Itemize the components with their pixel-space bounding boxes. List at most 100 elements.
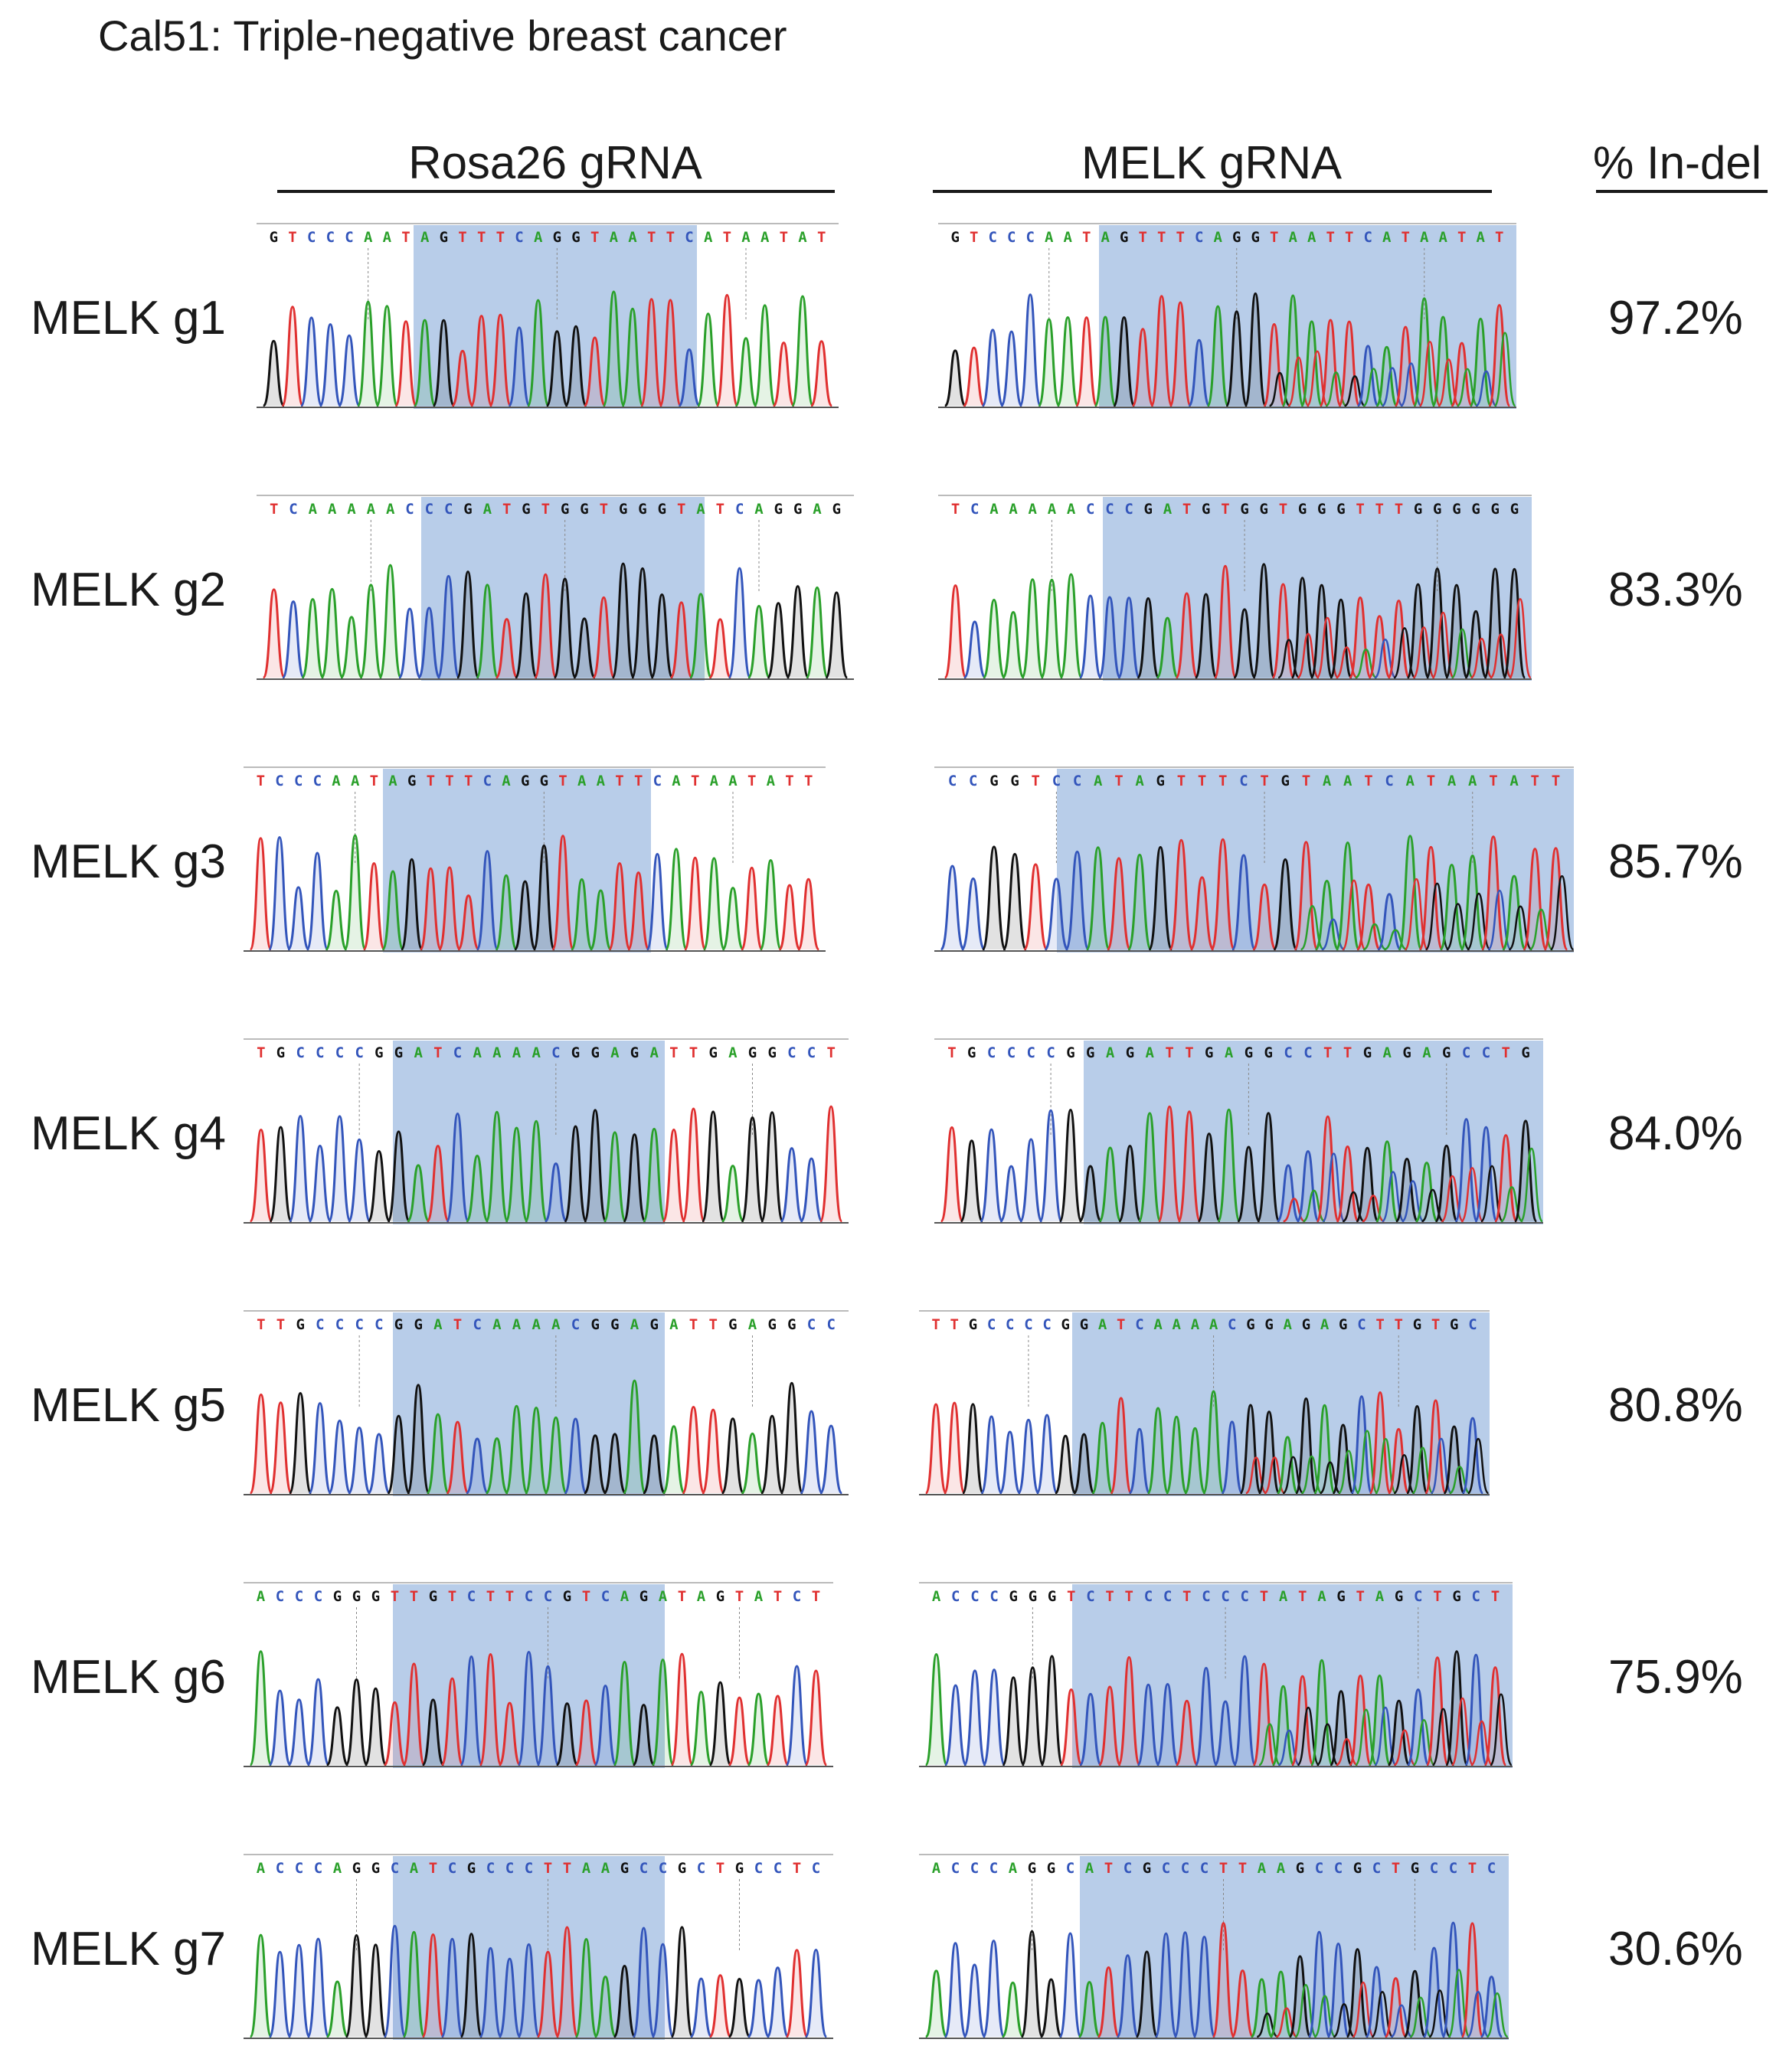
base-call: G bbox=[1246, 1316, 1254, 1333]
trace-peak bbox=[1116, 1954, 1140, 2038]
trace-peak bbox=[688, 593, 713, 679]
trace-peak bbox=[1288, 1955, 1312, 2038]
trace-peak bbox=[1348, 1674, 1372, 1766]
base-call: C bbox=[505, 1860, 514, 1877]
trace-peak bbox=[1175, 1699, 1199, 1766]
base-call: T bbox=[785, 773, 793, 789]
base-call: G bbox=[1298, 501, 1307, 518]
trace-peak bbox=[1296, 1150, 1320, 1223]
base-call: C bbox=[1315, 1860, 1323, 1877]
trace-peak bbox=[1150, 295, 1173, 407]
base-call: G bbox=[1144, 501, 1153, 518]
base-call: C bbox=[951, 1860, 960, 1877]
base-call: A bbox=[531, 1044, 541, 1061]
trace-peak bbox=[345, 1678, 368, 1766]
trace-peak bbox=[1097, 1146, 1123, 1223]
base-call: A bbox=[630, 1316, 639, 1333]
base-call: C bbox=[989, 1860, 998, 1877]
trace-peak bbox=[583, 1109, 607, 1223]
trace-peak bbox=[397, 607, 422, 679]
base-call: G bbox=[1143, 1860, 1151, 1877]
base-call: T bbox=[689, 1316, 698, 1333]
base-call: T bbox=[1260, 1588, 1268, 1605]
base-call: G bbox=[678, 1860, 686, 1877]
base-call: T bbox=[1531, 773, 1539, 789]
trace-peak bbox=[1405, 1405, 1429, 1495]
trace-peak bbox=[426, 1413, 450, 1495]
trace-peak bbox=[286, 886, 310, 951]
base-call: C bbox=[812, 1860, 820, 1877]
trace-peak bbox=[475, 583, 499, 679]
trace-peak bbox=[1210, 838, 1236, 951]
base-call: C bbox=[1124, 501, 1133, 518]
trace-peak bbox=[759, 858, 783, 951]
trace-peak bbox=[1202, 1390, 1225, 1495]
base-call: A bbox=[1094, 773, 1103, 789]
base-call: A bbox=[1320, 1316, 1330, 1333]
base-call: T bbox=[689, 1044, 698, 1061]
trace-peak bbox=[504, 1404, 529, 1495]
grna-target-highlight bbox=[383, 769, 651, 953]
base-call: T bbox=[691, 773, 699, 789]
base-call: C bbox=[453, 1044, 462, 1061]
trace-peak bbox=[1135, 1950, 1159, 2038]
base-call: C bbox=[653, 773, 662, 789]
trace-peak bbox=[708, 1681, 732, 1766]
base-call: T bbox=[486, 1588, 495, 1605]
trace-peak bbox=[944, 349, 967, 407]
base-call: A bbox=[414, 1044, 423, 1061]
trace-peak bbox=[1058, 1932, 1082, 2038]
trace-peak bbox=[740, 866, 764, 951]
trace-peak bbox=[639, 298, 663, 407]
trace-peak bbox=[1244, 292, 1267, 407]
base-call: T bbox=[1491, 1588, 1500, 1605]
base-call: A bbox=[1406, 773, 1415, 789]
base-call: A bbox=[1420, 229, 1429, 246]
header-indel-underline bbox=[1596, 190, 1768, 193]
base-call: T bbox=[950, 1316, 959, 1333]
base-call: G bbox=[1086, 1044, 1094, 1061]
trace-peak bbox=[940, 1126, 964, 1223]
trace-peak bbox=[308, 1145, 332, 1223]
base-call: T bbox=[257, 1044, 265, 1061]
base-call: C bbox=[697, 1860, 705, 1877]
trace-peak bbox=[485, 1110, 509, 1223]
base-call: A bbox=[577, 773, 587, 789]
trace-peak bbox=[747, 604, 771, 679]
base-call: T bbox=[410, 1588, 418, 1605]
base-call: T bbox=[448, 1588, 456, 1605]
trace-peak bbox=[1197, 1132, 1222, 1223]
base-call: A bbox=[610, 1044, 620, 1061]
trace-peak bbox=[426, 1145, 450, 1223]
trace-peak bbox=[980, 1415, 1003, 1495]
trace-peak bbox=[1156, 1682, 1179, 1766]
base-call: G bbox=[394, 1044, 403, 1061]
base-call: T bbox=[669, 1044, 678, 1061]
base-call: G bbox=[590, 1316, 599, 1333]
base-call: A bbox=[704, 229, 713, 246]
base-call: G bbox=[1336, 501, 1345, 518]
base-call: C bbox=[970, 501, 979, 518]
trace-peak bbox=[766, 1695, 790, 1766]
base-call: A bbox=[420, 229, 430, 246]
trace-peak bbox=[281, 600, 306, 679]
base-call: C bbox=[316, 1316, 324, 1333]
base-call: T bbox=[1326, 229, 1335, 246]
trace-peak bbox=[1216, 1108, 1241, 1223]
base-call: C bbox=[374, 1316, 383, 1333]
base-call: A bbox=[512, 1044, 522, 1061]
trace-peak bbox=[982, 599, 1006, 679]
trace-peak bbox=[715, 293, 739, 407]
trace-peak bbox=[943, 1401, 966, 1495]
base-call: C bbox=[355, 1044, 363, 1061]
trace-peak bbox=[1337, 320, 1361, 407]
trace-peak bbox=[790, 295, 815, 407]
base-call: G bbox=[649, 1316, 658, 1333]
header-rosa26: Rosa26 gRNA bbox=[408, 137, 702, 188]
base-call: T bbox=[1552, 773, 1560, 789]
